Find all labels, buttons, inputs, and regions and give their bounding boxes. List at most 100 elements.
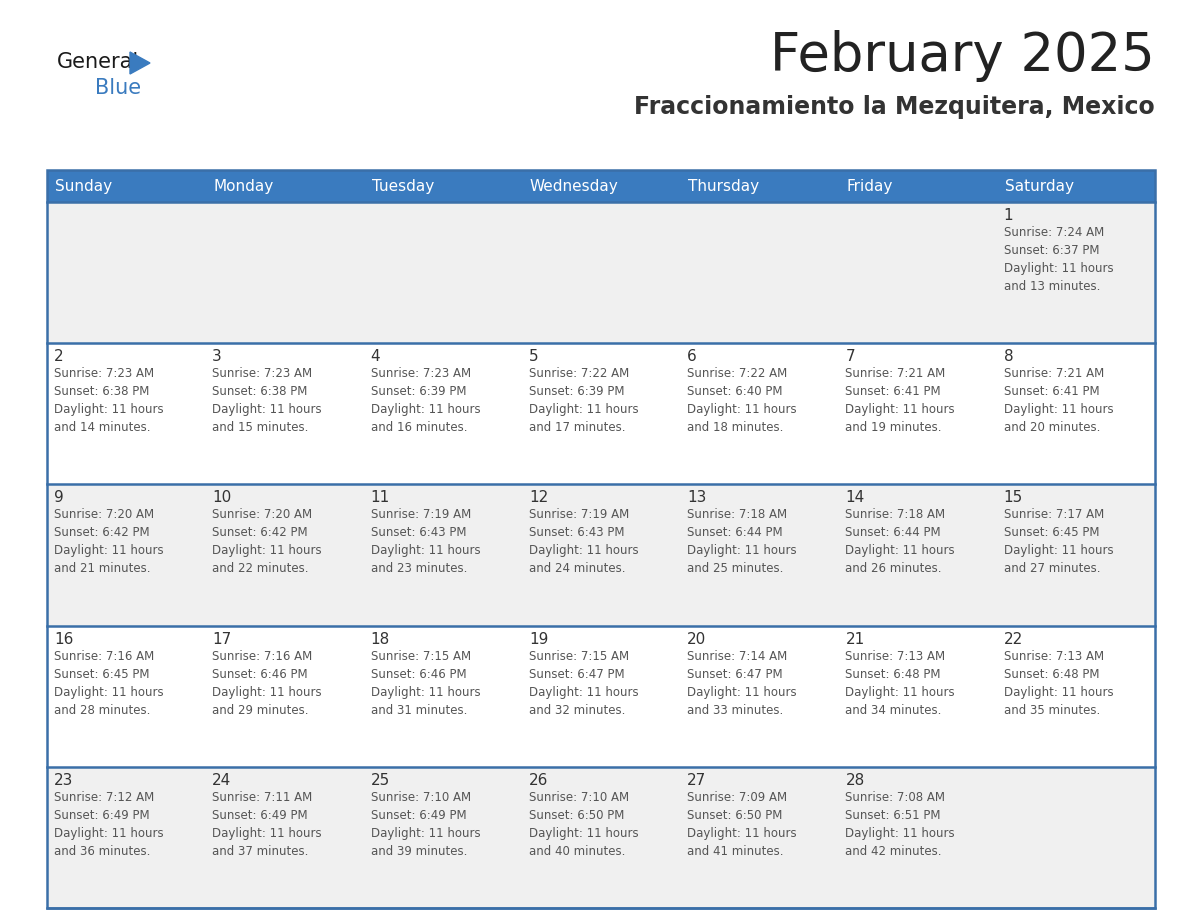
Text: and 18 minutes.: and 18 minutes. [687, 421, 784, 434]
Text: February 2025: February 2025 [770, 30, 1155, 82]
Text: 14: 14 [846, 490, 865, 506]
Text: 7: 7 [846, 349, 855, 364]
Text: Daylight: 11 hours: Daylight: 11 hours [1004, 686, 1113, 699]
Text: Sunrise: 7:11 AM: Sunrise: 7:11 AM [213, 790, 312, 804]
Text: General: General [57, 52, 139, 72]
Text: 19: 19 [529, 632, 548, 646]
Text: Sunset: 6:48 PM: Sunset: 6:48 PM [1004, 667, 1099, 680]
Text: Sunrise: 7:10 AM: Sunrise: 7:10 AM [529, 790, 628, 804]
Text: Sunrise: 7:18 AM: Sunrise: 7:18 AM [846, 509, 946, 521]
Text: Daylight: 11 hours: Daylight: 11 hours [529, 686, 638, 699]
Text: 3: 3 [213, 349, 222, 364]
Text: and 14 minutes.: and 14 minutes. [53, 421, 151, 434]
Text: Sunrise: 7:19 AM: Sunrise: 7:19 AM [529, 509, 630, 521]
Text: Sunset: 6:46 PM: Sunset: 6:46 PM [213, 667, 308, 680]
Text: Sunrise: 7:16 AM: Sunrise: 7:16 AM [213, 650, 312, 663]
Text: Daylight: 11 hours: Daylight: 11 hours [687, 686, 797, 699]
Text: Sunset: 6:50 PM: Sunset: 6:50 PM [687, 809, 783, 822]
Text: Sunrise: 7:21 AM: Sunrise: 7:21 AM [1004, 367, 1104, 380]
Text: Sunset: 6:40 PM: Sunset: 6:40 PM [687, 386, 783, 398]
Text: and 35 minutes.: and 35 minutes. [1004, 703, 1100, 717]
Text: Tuesday: Tuesday [372, 178, 434, 194]
Text: and 27 minutes.: and 27 minutes. [1004, 563, 1100, 576]
Text: and 22 minutes.: and 22 minutes. [213, 563, 309, 576]
Text: Daylight: 11 hours: Daylight: 11 hours [371, 544, 480, 557]
Text: 1: 1 [1004, 208, 1013, 223]
Text: Wednesday: Wednesday [530, 178, 619, 194]
Text: Daylight: 11 hours: Daylight: 11 hours [1004, 262, 1113, 275]
Text: Sunrise: 7:18 AM: Sunrise: 7:18 AM [687, 509, 788, 521]
Text: 20: 20 [687, 632, 707, 646]
Text: Sunset: 6:39 PM: Sunset: 6:39 PM [529, 386, 625, 398]
Text: 10: 10 [213, 490, 232, 506]
Text: 6: 6 [687, 349, 697, 364]
Text: Daylight: 11 hours: Daylight: 11 hours [213, 686, 322, 699]
Text: 5: 5 [529, 349, 538, 364]
Text: Sunrise: 7:23 AM: Sunrise: 7:23 AM [371, 367, 470, 380]
Text: and 31 minutes.: and 31 minutes. [371, 703, 467, 717]
Text: Sunrise: 7:19 AM: Sunrise: 7:19 AM [371, 509, 470, 521]
Text: Sunset: 6:41 PM: Sunset: 6:41 PM [846, 386, 941, 398]
Text: Thursday: Thursday [688, 178, 759, 194]
Text: Sunset: 6:43 PM: Sunset: 6:43 PM [371, 526, 466, 540]
Text: Daylight: 11 hours: Daylight: 11 hours [846, 544, 955, 557]
Text: 27: 27 [687, 773, 707, 788]
Text: Daylight: 11 hours: Daylight: 11 hours [213, 544, 322, 557]
Text: and 28 minutes.: and 28 minutes. [53, 703, 151, 717]
Text: Sunset: 6:47 PM: Sunset: 6:47 PM [687, 667, 783, 680]
Text: Friday: Friday [846, 178, 893, 194]
Text: Sunrise: 7:22 AM: Sunrise: 7:22 AM [529, 367, 630, 380]
Text: Sunrise: 7:23 AM: Sunrise: 7:23 AM [53, 367, 154, 380]
Text: Fraccionamiento la Mezquitera, Mexico: Fraccionamiento la Mezquitera, Mexico [634, 95, 1155, 119]
Text: Daylight: 11 hours: Daylight: 11 hours [371, 686, 480, 699]
Text: 26: 26 [529, 773, 548, 788]
Text: 13: 13 [687, 490, 707, 506]
Text: Sunset: 6:38 PM: Sunset: 6:38 PM [53, 386, 150, 398]
Text: Sunset: 6:51 PM: Sunset: 6:51 PM [846, 809, 941, 822]
Text: Sunrise: 7:24 AM: Sunrise: 7:24 AM [1004, 226, 1104, 239]
Text: and 20 minutes.: and 20 minutes. [1004, 421, 1100, 434]
Text: Daylight: 11 hours: Daylight: 11 hours [53, 403, 164, 416]
Text: Sunrise: 7:21 AM: Sunrise: 7:21 AM [846, 367, 946, 380]
Text: Daylight: 11 hours: Daylight: 11 hours [53, 827, 164, 840]
Text: 21: 21 [846, 632, 865, 646]
Text: Sunrise: 7:14 AM: Sunrise: 7:14 AM [687, 650, 788, 663]
Text: Sunrise: 7:13 AM: Sunrise: 7:13 AM [1004, 650, 1104, 663]
Text: 2: 2 [53, 349, 64, 364]
Text: and 29 minutes.: and 29 minutes. [213, 703, 309, 717]
Text: and 41 minutes.: and 41 minutes. [687, 845, 784, 857]
Bar [48, 343, 1155, 485]
Text: Daylight: 11 hours: Daylight: 11 hours [529, 403, 638, 416]
Text: 12: 12 [529, 490, 548, 506]
Text: and 19 minutes.: and 19 minutes. [846, 421, 942, 434]
Text: Sunset: 6:46 PM: Sunset: 6:46 PM [371, 667, 466, 680]
Text: Sunset: 6:45 PM: Sunset: 6:45 PM [1004, 526, 1099, 540]
Text: and 17 minutes.: and 17 minutes. [529, 421, 625, 434]
Text: Sunset: 6:49 PM: Sunset: 6:49 PM [371, 809, 466, 822]
Text: and 40 minutes.: and 40 minutes. [529, 845, 625, 857]
Text: 15: 15 [1004, 490, 1023, 506]
Text: Blue: Blue [95, 78, 141, 98]
Text: Sunrise: 7:09 AM: Sunrise: 7:09 AM [687, 790, 788, 804]
Text: Sunrise: 7:20 AM: Sunrise: 7:20 AM [53, 509, 154, 521]
Text: Sunset: 6:42 PM: Sunset: 6:42 PM [213, 526, 308, 540]
Bar [48, 485, 1155, 625]
Text: 22: 22 [1004, 632, 1023, 646]
Text: Daylight: 11 hours: Daylight: 11 hours [1004, 544, 1113, 557]
Text: and 36 minutes.: and 36 minutes. [53, 845, 151, 857]
Text: 11: 11 [371, 490, 390, 506]
Bar [48, 625, 1155, 767]
Text: Monday: Monday [214, 178, 273, 194]
Text: Sunrise: 7:16 AM: Sunrise: 7:16 AM [53, 650, 154, 663]
Text: Daylight: 11 hours: Daylight: 11 hours [529, 827, 638, 840]
Text: Daylight: 11 hours: Daylight: 11 hours [213, 827, 322, 840]
Text: Sunset: 6:41 PM: Sunset: 6:41 PM [1004, 386, 1099, 398]
Text: Daylight: 11 hours: Daylight: 11 hours [846, 403, 955, 416]
Text: 9: 9 [53, 490, 64, 506]
Text: Daylight: 11 hours: Daylight: 11 hours [53, 686, 164, 699]
Text: Daylight: 11 hours: Daylight: 11 hours [1004, 403, 1113, 416]
Text: Daylight: 11 hours: Daylight: 11 hours [846, 686, 955, 699]
Text: 4: 4 [371, 349, 380, 364]
Text: Daylight: 11 hours: Daylight: 11 hours [53, 544, 164, 557]
Text: 28: 28 [846, 773, 865, 788]
